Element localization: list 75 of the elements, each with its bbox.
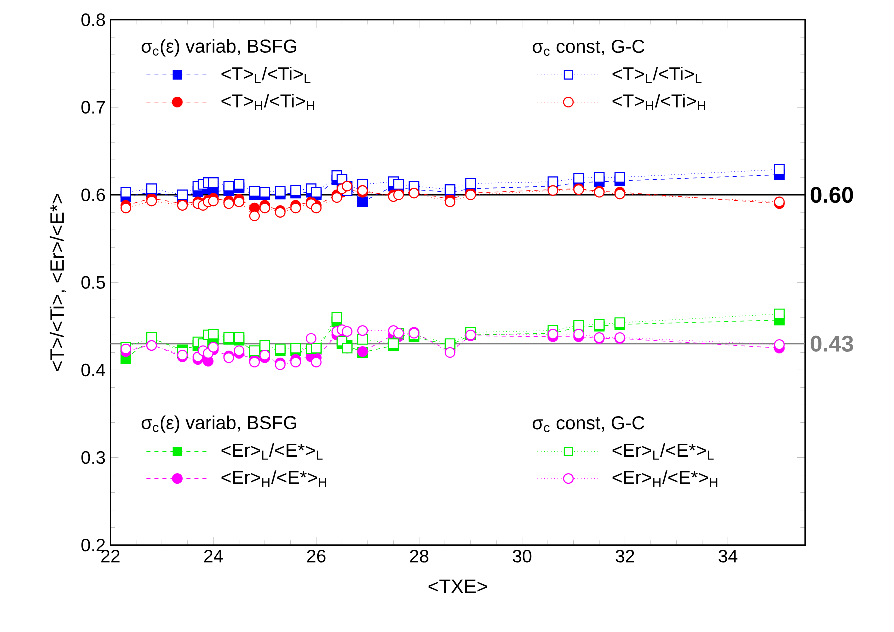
point: [444, 196, 456, 208]
point: [574, 328, 584, 340]
point: [290, 357, 302, 368]
point: [120, 202, 132, 214]
x-axis-title: <TXE>: [428, 580, 488, 594]
ref-line-label: 0.60: [810, 187, 854, 204]
point: [332, 312, 342, 324]
point: [774, 308, 785, 320]
y-tick-label: 0.7: [82, 101, 106, 114]
point: [260, 340, 270, 352]
x-tick-label: 30: [513, 550, 532, 563]
legend-label: <T>$_{H}$/<Ti>$_{H}$: [222, 94, 314, 110]
point: [208, 342, 219, 353]
point: [357, 325, 368, 336]
legend-label: <Er>$_{L}$/<E*>$_{L}$: [612, 443, 714, 460]
point: [234, 196, 245, 208]
annotation: σ$_{c}$(ε) variab, BSFG: [142, 39, 296, 57]
point: [177, 190, 188, 200]
point: [290, 185, 302, 196]
legend-label: <Er>$_{H}$/<E*>$_{H}$: [222, 470, 327, 487]
legend-label: <T>$_{L}$/<Ti>$_{L}$: [222, 66, 311, 84]
point: [146, 184, 158, 194]
point: [774, 164, 785, 176]
point: [146, 196, 158, 207]
point: [260, 187, 270, 198]
point: [224, 198, 234, 210]
point: [393, 179, 404, 190]
y-tick-label: 0.4: [82, 364, 106, 377]
annotation: σ$_{c}$ const, G-C: [532, 416, 645, 433]
point: [260, 202, 270, 214]
y-axis-title: <T>/<Ti>, <Er>/<E*>: [50, 194, 66, 372]
point: [774, 339, 785, 350]
point: [260, 350, 270, 361]
x-tick-label: 34: [718, 550, 738, 563]
point: [466, 178, 476, 190]
ref-line-label: 0.43: [810, 336, 854, 352]
y-tick-label: 0.5: [82, 276, 106, 290]
point: [332, 192, 342, 204]
point: [594, 172, 605, 183]
point: [311, 357, 322, 368]
point: [357, 196, 368, 208]
legend-label: <Er>$_{L}$/<E*>$_{L}$: [222, 443, 323, 460]
point: [208, 328, 219, 340]
y-tick-label: 0.6: [82, 188, 106, 202]
y-tick-label: 0.2: [82, 538, 106, 552]
point: [234, 179, 245, 190]
point: [234, 346, 245, 356]
point: [249, 186, 260, 197]
point: [290, 202, 302, 214]
point: [290, 342, 302, 354]
x-tick-label: 32: [616, 550, 634, 563]
point: [234, 332, 245, 344]
point: [342, 326, 353, 338]
point: [548, 176, 559, 188]
point: [614, 172, 626, 183]
point: [311, 202, 322, 214]
annotation: σ$_{c}$ const, G-C: [532, 40, 645, 56]
x-tick-label: 22: [102, 550, 120, 563]
point: [311, 187, 322, 198]
legend-label: <T>$_{L}$/<Ti>$_{L}$: [612, 66, 702, 84]
x-tick-label: 24: [204, 550, 224, 563]
y-tick-label: 0.3: [82, 451, 106, 464]
x-tick-label: 26: [307, 550, 326, 563]
legend-label: <Er>$_{H}$/<E*>$_{H}$: [612, 470, 718, 487]
point: [275, 186, 286, 197]
point: [249, 210, 260, 222]
annotation: σ$_{c}$(ε) variab, BSFG: [142, 416, 296, 434]
point: [120, 187, 132, 198]
point: [224, 181, 234, 192]
point: [574, 173, 584, 184]
point: [444, 184, 456, 196]
point: [208, 196, 219, 207]
y-tick-label: 0.8: [82, 14, 106, 26]
legend-label: <T>$_{H}$/<Ti>$_{H}$: [612, 94, 706, 110]
x-tick-label: 28: [410, 550, 429, 563]
